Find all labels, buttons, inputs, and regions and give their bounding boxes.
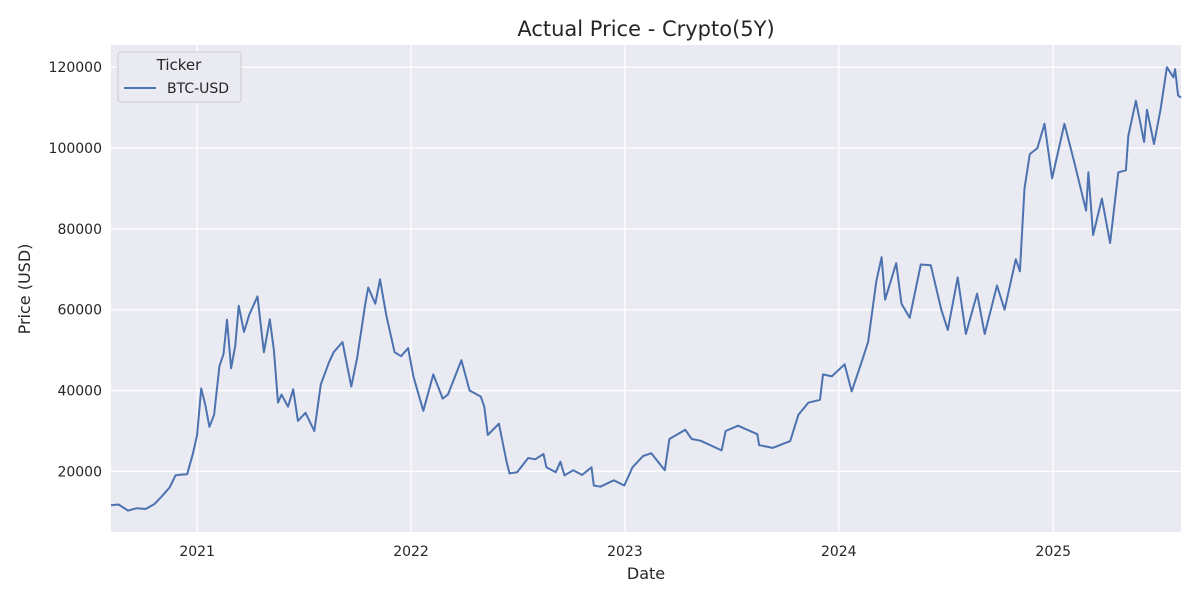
legend: Ticker BTC-USD (117, 51, 242, 103)
plot-background (111, 45, 1181, 532)
y-tick-label: 100000 (49, 141, 102, 157)
y-tick-labels: 20000 40000 60000 80000 100000 120000 (49, 60, 102, 480)
legend-label-btc-usd: BTC-USD (167, 81, 229, 97)
y-axis-label: Price (USD) (15, 244, 34, 335)
grid-layer (111, 45, 1181, 532)
x-tick-labels: 2021 2022 2023 2024 2025 (179, 544, 1071, 560)
series-layer (110, 66, 1182, 512)
x-tick-label: 2024 (821, 544, 857, 560)
x-tick-label: 2022 (393, 544, 429, 560)
chart-title: Actual Price - Crypto(5Y) (517, 17, 774, 41)
legend-box (117, 51, 242, 103)
y-tick-label: 20000 (57, 464, 102, 480)
x-tick-label: 2023 (607, 544, 643, 560)
legend-title: Ticker (156, 56, 202, 74)
x-tick-label: 2025 (1035, 544, 1071, 560)
y-tick-label: 40000 (57, 384, 102, 400)
y-tick-label: 80000 (57, 222, 102, 238)
y-tick-label: 120000 (49, 60, 102, 76)
x-tick-label: 2021 (179, 544, 215, 560)
x-axis-label: Date (627, 564, 665, 583)
series-line-btc-usd (110, 66, 1182, 512)
y-tick-label: 60000 (57, 303, 102, 319)
